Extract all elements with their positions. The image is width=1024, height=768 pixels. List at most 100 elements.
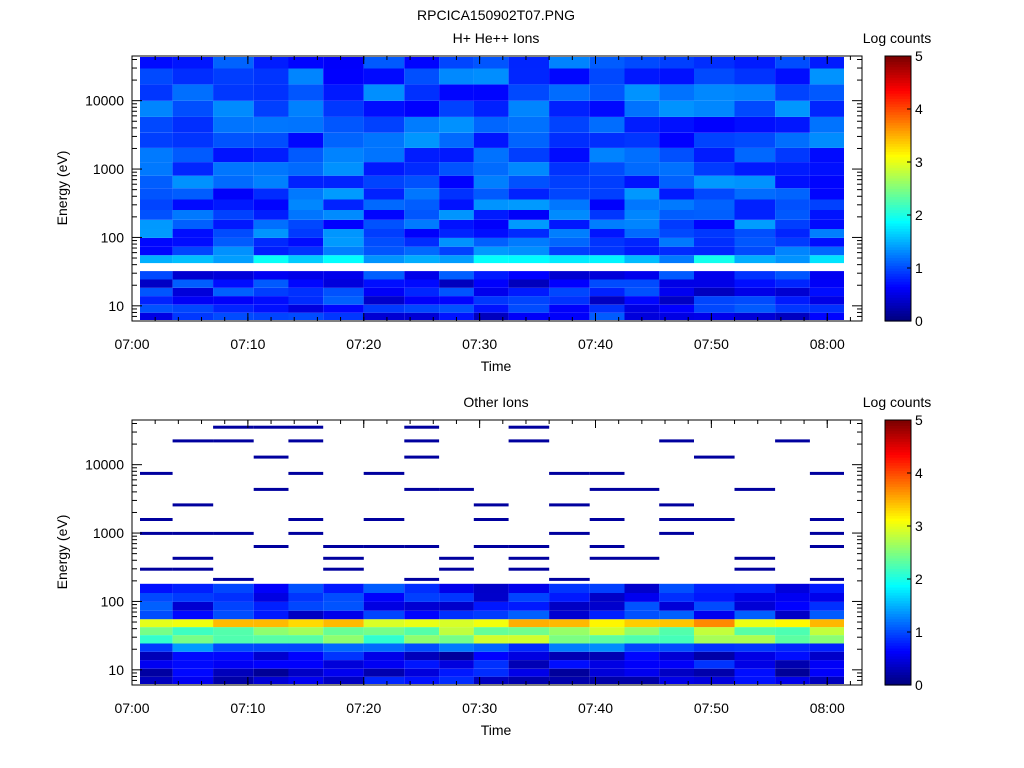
heatmap-cell <box>404 439 440 443</box>
heatmap-cell <box>624 635 660 644</box>
heatmap-cell <box>508 312 550 320</box>
panel-2-title: Other Ions <box>463 394 528 410</box>
heatmap-cell <box>473 627 509 636</box>
heatmap-cell <box>172 304 214 313</box>
heatmap-cell <box>253 583 289 593</box>
heatmap-cell <box>172 84 214 101</box>
heatmap-cell <box>213 229 254 238</box>
heatmap-cell <box>589 279 625 288</box>
heatmap-cell <box>624 246 660 256</box>
heatmap-cell <box>549 162 590 176</box>
colorbar-segment <box>885 212 911 216</box>
heatmap-cell <box>140 583 173 593</box>
heatmap-cell <box>213 610 254 620</box>
heatmap-cell <box>694 188 735 200</box>
heatmap-cell <box>589 545 625 548</box>
colorbar-segment <box>885 486 911 490</box>
heatmap-cell <box>775 116 810 133</box>
colorbar-segment <box>885 151 911 155</box>
heatmap-cell <box>734 162 776 176</box>
heatmap-cell <box>253 229 289 238</box>
colorbar-segment <box>885 594 911 599</box>
heatmap-cell <box>172 556 214 560</box>
heatmap-cell <box>288 132 324 148</box>
panel-h-he-ions: H+ He++ Ions 07:00 07:10 07:20 07:30 07:40 07… <box>54 30 931 374</box>
heatmap-cell <box>140 271 173 280</box>
heatmap-cell <box>549 619 590 628</box>
heatmap-cell <box>363 287 405 297</box>
colorbar-segment <box>885 252 911 256</box>
heatmap-cell <box>363 279 405 288</box>
heatmap-cell <box>473 643 509 652</box>
colorbar-segment <box>885 544 911 548</box>
heatmap-cell <box>172 147 214 163</box>
heatmap-cell <box>473 279 509 288</box>
colorbar-segment <box>885 547 911 551</box>
heatmap-cell <box>140 229 173 238</box>
colorbar-segment <box>885 518 911 522</box>
heatmap-cell <box>624 556 660 560</box>
heatmap-cell <box>253 188 289 200</box>
heatmap-cell <box>589 610 625 620</box>
heatmap-cell <box>734 627 776 636</box>
heatmap-cell <box>213 601 254 611</box>
heatmap-cell <box>508 68 550 85</box>
colorbar-segment <box>885 523 911 527</box>
heatmap-cell <box>659 147 694 163</box>
colorbar-segment <box>885 283 911 288</box>
heatmap-cell <box>624 660 660 669</box>
heatmap-cell <box>508 635 550 644</box>
heatmap-cell <box>253 487 289 491</box>
colorbar-segment <box>885 515 911 519</box>
colorbar-segment <box>885 58 911 62</box>
x-tick-label: 07:20 <box>346 700 381 716</box>
heatmap-cell <box>508 271 550 280</box>
heatmap-cell <box>624 651 660 661</box>
colorbar-tick-label: 3 <box>915 518 923 534</box>
heatmap-cell <box>809 68 844 85</box>
colorbar-segment <box>885 310 911 314</box>
colorbar-segment <box>885 579 911 583</box>
colorbar-segment <box>885 246 911 251</box>
heatmap-cell <box>659 100 694 117</box>
heatmap-cell <box>213 651 254 661</box>
heatmap-cell <box>172 287 214 297</box>
heatmap-cell <box>288 304 324 313</box>
heatmap-cell <box>172 583 214 593</box>
heatmap-cell <box>253 175 289 189</box>
heatmap-cell <box>288 237 324 247</box>
heatmap-cell <box>323 287 364 297</box>
heatmap-cell <box>288 471 324 475</box>
heatmap-cell <box>659 175 694 189</box>
colorbar-segment <box>885 71 911 76</box>
heatmap-cell <box>140 643 173 652</box>
heatmap-cell <box>659 57 694 69</box>
heatmap-cell <box>624 676 660 684</box>
colorbar-segment <box>885 507 911 511</box>
heatmap-cell <box>473 676 509 684</box>
heatmap-cell <box>253 635 289 644</box>
heatmap-cell <box>694 57 735 69</box>
heatmap-cell <box>323 188 364 200</box>
colorbar-segment <box>885 674 911 678</box>
colorbar-segment <box>885 291 911 296</box>
heatmap-cell <box>473 68 509 85</box>
colorbar-segment <box>885 616 911 620</box>
heatmap-cell <box>439 651 474 661</box>
heatmap-cell <box>473 668 509 677</box>
heatmap-cell <box>694 132 735 148</box>
heatmap-cell <box>624 593 660 602</box>
heatmap-cell <box>659 635 694 644</box>
heatmap-cell <box>288 439 324 443</box>
heatmap-cell <box>172 676 214 684</box>
colorbar-segment <box>885 270 911 274</box>
heatmap-cell <box>439 162 474 176</box>
colorbar-segment <box>885 557 911 562</box>
heatmap-cell <box>404 100 440 117</box>
heatmap-cell <box>172 116 214 133</box>
heatmap-cell <box>404 162 440 176</box>
heatmap-cell <box>473 601 509 611</box>
heatmap-cell <box>734 246 776 256</box>
colorbar-segment <box>885 180 911 184</box>
heatmap-cell <box>549 237 590 247</box>
